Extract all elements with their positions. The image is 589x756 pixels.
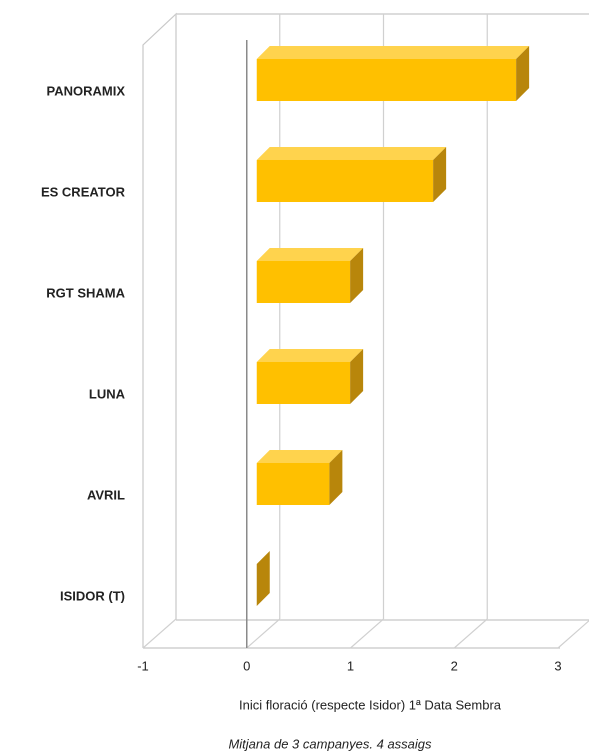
bar-front (256, 362, 351, 404)
floor-grid-line (557, 619, 589, 649)
y-tick-label: ISIDOR (T) (60, 588, 125, 603)
y-tick-label: AVRIL (87, 487, 125, 502)
y-tick-label: ES CREATOR (41, 184, 126, 199)
bar (256, 147, 447, 202)
subtitle: Mitjana de 3 campanyes. 4 assaigs (228, 736, 432, 751)
bar-top (256, 248, 364, 261)
bar (256, 450, 343, 505)
bar-side (433, 147, 447, 202)
bar-side (516, 46, 530, 101)
bar-side (350, 248, 364, 303)
bar (256, 349, 364, 404)
left-wall (142, 12, 177, 648)
bar-front (256, 463, 330, 505)
x-axis-label: Inici floració (respecte Isidor) 1ª Data… (239, 697, 502, 712)
x-tick-label: 3 (554, 658, 561, 673)
bar (256, 248, 364, 303)
bar-front (256, 261, 351, 303)
bar-side (350, 349, 364, 404)
x-tick-label: 0 (243, 658, 250, 673)
x-tick-label: 2 (451, 658, 458, 673)
x-tick-label: -1 (137, 658, 149, 673)
x-tick-label: 1 (347, 658, 354, 673)
y-tick-label: PANORAMIX (47, 83, 126, 98)
bar-top (256, 46, 530, 59)
bar (256, 46, 530, 101)
bar-top (256, 450, 343, 463)
y-tick-label: RGT SHAMA (46, 285, 125, 300)
bar-side (256, 551, 270, 606)
bar-side (329, 450, 343, 505)
floor-grid-line (142, 618, 177, 649)
bar-front (256, 160, 434, 202)
bar-top (256, 147, 447, 160)
bar-front (256, 59, 517, 101)
bar (256, 551, 270, 606)
floor-grid-line (453, 618, 488, 649)
y-tick-label: LUNA (89, 386, 126, 401)
floor-grid-line (246, 618, 281, 649)
floor-grid-line (350, 618, 384, 649)
bar-top (256, 349, 364, 362)
